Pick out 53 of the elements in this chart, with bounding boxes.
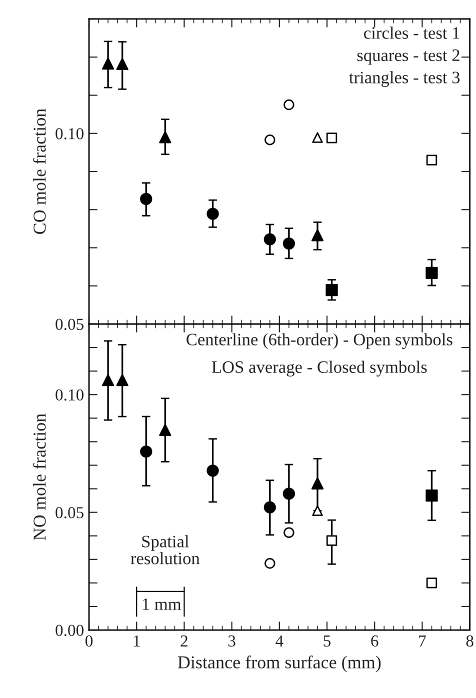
y-tick-label: 0.05 xyxy=(56,318,84,330)
annotation: circles - test 1 xyxy=(364,26,460,39)
x-tick-label: 4 xyxy=(276,635,284,646)
point xyxy=(282,488,296,500)
x-tick-label: 0 xyxy=(85,635,93,647)
y-axis-title: NO mole fraction xyxy=(32,414,46,540)
annotation: Centerline (6th-order) - Open symbols xyxy=(186,333,452,349)
point xyxy=(311,229,324,242)
y-tick-label: 0.10 xyxy=(56,128,84,140)
annotation: 1 mm xyxy=(142,598,182,610)
x-tick-label: 2 xyxy=(180,635,188,646)
point xyxy=(206,464,219,477)
point xyxy=(264,233,276,246)
point xyxy=(102,58,114,70)
x-tick-label: 8 xyxy=(466,635,474,647)
annotation: triangles - test 3 xyxy=(349,71,460,87)
x-tick-label: 3 xyxy=(228,635,236,647)
x-tick-label: 6 xyxy=(371,635,378,647)
point xyxy=(159,131,172,144)
point xyxy=(264,134,276,146)
annotation: Spatial resolution xyxy=(130,535,200,564)
y-tick-label: 0.10 xyxy=(56,389,84,401)
point xyxy=(426,266,438,279)
point xyxy=(102,374,114,386)
point xyxy=(140,446,152,458)
point xyxy=(326,284,338,296)
point xyxy=(426,578,438,588)
point xyxy=(312,505,323,516)
point xyxy=(116,374,128,386)
point xyxy=(282,237,296,250)
annotation: squares - test 2 xyxy=(357,49,460,65)
point xyxy=(312,132,323,143)
x-tick-label: 1 xyxy=(134,635,140,646)
point xyxy=(116,58,128,70)
y-axis-title: CO mole fraction xyxy=(32,108,46,234)
point xyxy=(206,208,219,220)
annotation: LOS average - Closed symbols xyxy=(212,360,427,377)
point xyxy=(264,558,276,569)
x-tick-label: 7 xyxy=(419,636,426,646)
y-tick-label: 0.05 xyxy=(56,507,84,518)
point xyxy=(159,424,172,436)
x-tick-label: 5 xyxy=(324,636,331,647)
point xyxy=(426,490,438,502)
x-axis-title: Distance from surface (mm) xyxy=(178,656,381,672)
point xyxy=(264,501,276,514)
point xyxy=(326,535,338,546)
point xyxy=(284,527,294,538)
y-tick-label: 0.00 xyxy=(56,624,84,636)
point xyxy=(311,477,324,490)
point xyxy=(326,132,338,144)
point xyxy=(284,99,294,110)
point xyxy=(426,154,438,166)
point xyxy=(140,192,152,206)
